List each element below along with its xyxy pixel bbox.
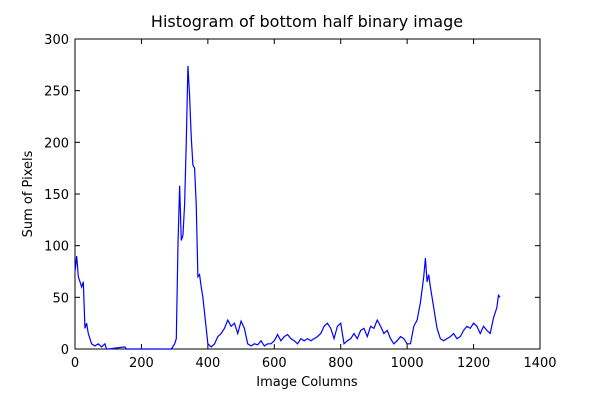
chart-title: Histogram of bottom half binary image bbox=[151, 12, 463, 31]
y-tick-label: 0 bbox=[61, 343, 69, 358]
y-tick-label: 150 bbox=[44, 188, 69, 203]
x-tick-label: 1200 bbox=[457, 356, 490, 371]
y-tick-label: 250 bbox=[44, 85, 69, 100]
x-tick-label: 0 bbox=[71, 356, 79, 371]
x-tick-label: 400 bbox=[195, 356, 220, 371]
y-tick-label: 300 bbox=[44, 33, 69, 48]
y-tick-label: 50 bbox=[52, 291, 69, 306]
x-tick-label: 200 bbox=[129, 356, 154, 371]
x-tick-label: 800 bbox=[328, 356, 353, 371]
data-line bbox=[74, 65, 501, 350]
y-tick-label: 100 bbox=[44, 240, 69, 255]
x-tick-label: 1400 bbox=[523, 356, 556, 371]
y-axis-label: Sum of Pixels bbox=[21, 150, 36, 237]
y-tick-label: 200 bbox=[44, 136, 69, 151]
x-tick-label: 600 bbox=[262, 356, 287, 371]
plot-frame bbox=[74, 38, 541, 350]
x-tick-label: 1000 bbox=[391, 356, 424, 371]
x-axis-label: Image Columns bbox=[256, 375, 358, 390]
